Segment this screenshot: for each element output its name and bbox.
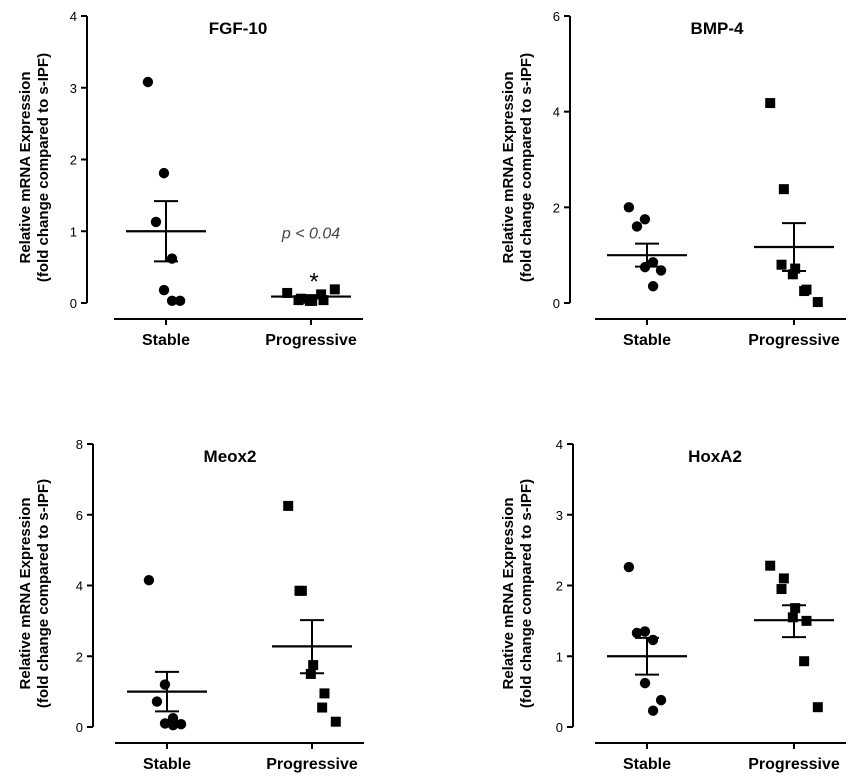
p-value-annotation: p < 0.04 <box>281 225 340 242</box>
data-point-stable <box>151 696 163 707</box>
y-tick-label: 2 <box>553 200 560 215</box>
data-point-progressive <box>778 573 789 584</box>
y-axis-label: Relative mRNA Expression <box>17 71 34 263</box>
data-point-stable <box>639 677 651 689</box>
chart-title: FGF-10 <box>209 19 268 38</box>
y-axis-label: Relative mRNA Expression <box>500 71 517 263</box>
data-point-stable <box>623 202 635 213</box>
data-point-progressive <box>765 560 776 571</box>
y-tick-label: 2 <box>556 579 563 594</box>
data-point-progressive <box>294 585 305 596</box>
x-category-label: Stable <box>142 332 190 349</box>
data-point-stable <box>623 561 635 573</box>
chart-title: HoxA2 <box>688 447 742 466</box>
data-point-progressive <box>282 287 293 298</box>
data-point-stable <box>639 214 651 225</box>
data-point-progressive <box>776 259 787 270</box>
panel-hoxa2: HoxA2 Relative mRNA Expression (fold chang… <box>500 437 846 773</box>
y-axis-label-sub: (fold change compared to s-IPF) <box>518 479 535 708</box>
data-point-stable <box>158 284 170 296</box>
data-point-progressive <box>799 656 810 667</box>
data-point-progressive <box>318 295 329 306</box>
y-tick-label: 8 <box>76 437 83 452</box>
x-category-label: Stable <box>143 756 191 773</box>
y-tick-label: 6 <box>553 9 560 24</box>
data-point-progressive <box>790 603 801 614</box>
data-point-progressive <box>765 98 776 109</box>
data-point-stable <box>142 76 154 88</box>
data-point-progressive <box>329 284 340 295</box>
data-point-progressive <box>776 584 787 595</box>
data-point-progressive <box>812 702 823 713</box>
data-point-progressive <box>812 297 823 308</box>
y-axis-label-sub: (fold change compared to s-IPF) <box>35 479 52 708</box>
data-point-progressive <box>799 286 810 297</box>
y-tick-label: 0 <box>70 296 77 311</box>
y-axis-label: Relative mRNA Expression <box>17 497 34 689</box>
y-tick-label: 0 <box>556 720 563 735</box>
data-point-stable <box>647 634 659 646</box>
x-category-label: Progressive <box>265 332 357 349</box>
data-point-stable <box>647 257 659 268</box>
y-tick-label: 2 <box>70 153 77 168</box>
y-tick-label: 6 <box>76 508 83 523</box>
x-category-label: Progressive <box>748 332 840 349</box>
data-point-stable <box>158 167 170 179</box>
data-point-progressive <box>778 184 789 195</box>
chart-title: BMP-4 <box>691 19 744 38</box>
data-point-stable <box>167 720 179 731</box>
data-point-progressive <box>787 612 798 623</box>
x-category-label: Stable <box>623 332 671 349</box>
data-point-stable <box>655 265 667 276</box>
y-tick-label: 4 <box>553 105 560 120</box>
x-category-label: Progressive <box>748 756 840 773</box>
x-category-label: Stable <box>623 756 671 773</box>
data-point-stable <box>143 574 155 586</box>
panel-meox2: Meox2 Relative mRNA Expression (fold chang… <box>17 437 364 773</box>
y-tick-label: 1 <box>70 224 77 239</box>
y-tick-label: 0 <box>76 720 83 735</box>
data-point-stable <box>639 626 651 637</box>
y-tick-label: 0 <box>553 296 560 311</box>
y-tick-label: 4 <box>76 579 83 594</box>
y-axis-label-sub: (fold change compared to s-IPF) <box>518 53 535 282</box>
data-point-stable <box>631 627 643 639</box>
data-point-stable <box>631 221 643 232</box>
data-point-stable <box>159 679 171 690</box>
data-point-stable <box>174 295 186 307</box>
data-point-stable <box>175 718 187 730</box>
data-point-progressive <box>308 660 319 671</box>
significance-asterisk: * <box>309 268 318 295</box>
data-point-stable <box>166 295 178 307</box>
data-point-progressive <box>283 500 294 511</box>
x-category-label: Progressive <box>266 756 358 773</box>
data-point-stable <box>647 281 659 292</box>
data-point-progressive <box>330 716 341 727</box>
data-point-progressive <box>319 688 330 699</box>
y-tick-label: 4 <box>70 9 77 24</box>
y-axis-label-sub: (fold change compared to s-IPF) <box>35 53 52 282</box>
data-point-progressive <box>293 295 304 306</box>
data-point-progressive <box>787 269 798 280</box>
data-point-progressive <box>304 295 315 306</box>
panel-fgf-10: FGF-10 Relative mRNA Expression (fold chan… <box>17 9 363 349</box>
data-point-progressive <box>790 263 801 274</box>
y-axis-label: Relative mRNA Expression <box>500 497 517 689</box>
panel-bmp-4: BMP-4 Relative mRNA Expression (fold chang… <box>500 9 846 349</box>
data-point-progressive <box>317 702 328 713</box>
data-point-stable <box>647 705 659 716</box>
y-tick-label: 2 <box>76 649 83 664</box>
y-tick-label: 1 <box>556 649 563 664</box>
chart-title: Meox2 <box>204 447 257 466</box>
y-tick-label: 3 <box>70 81 77 96</box>
data-point-stable <box>150 216 162 228</box>
y-tick-label: 3 <box>556 508 563 523</box>
data-point-stable <box>159 718 171 729</box>
data-point-stable <box>655 694 667 706</box>
y-tick-label: 4 <box>556 437 563 452</box>
